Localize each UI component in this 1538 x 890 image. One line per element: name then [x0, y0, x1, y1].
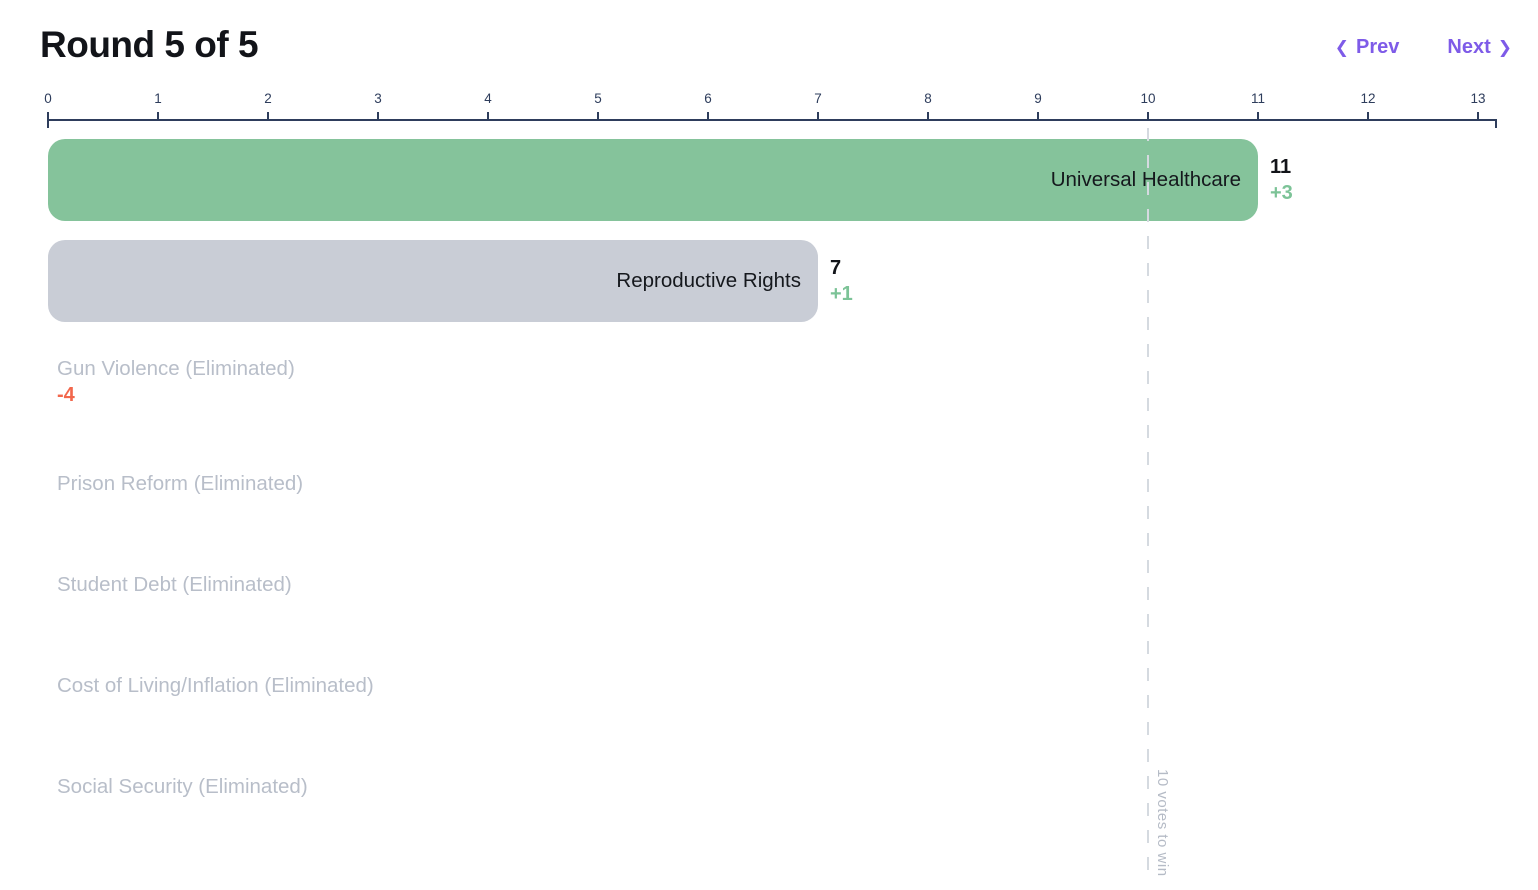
x-axis-tick-mark: [707, 112, 709, 119]
x-axis-tick-label: 13: [1470, 91, 1486, 106]
candidate-label: Universal Healthcare: [1050, 168, 1241, 191]
x-axis-tick-label: 0: [44, 91, 52, 106]
x-axis-tick-mark: [1257, 112, 1259, 119]
eliminated-row: Gun Violence (Eliminated) -4: [57, 341, 295, 423]
x-axis-tick-mark: [597, 112, 599, 119]
eliminated-row: Student Debt (Eliminated): [57, 543, 292, 625]
eliminated-candidate-label: Gun Violence (Eliminated): [57, 357, 295, 380]
result-bar: Universal Healthcare: [48, 139, 1258, 221]
next-label: Next: [1447, 36, 1491, 58]
eliminated-row: Cost of Living/Inflation (Eliminated): [57, 644, 374, 726]
x-axis-tick-label: 7: [814, 91, 822, 106]
eliminated-candidate-label: Student Debt (Eliminated): [57, 572, 292, 596]
x-axis-tick-label: 8: [924, 91, 932, 106]
x-axis-tick-mark: [1367, 112, 1369, 119]
x-axis-tick-label: 6: [704, 91, 712, 106]
x-axis-tick-label: 5: [594, 91, 602, 106]
vote-value-block: 7 +1: [830, 240, 853, 322]
x-axis-tick-label: 3: [374, 91, 382, 106]
x-axis-tick-mark: [1037, 112, 1039, 119]
x-axis-tick-mark: [157, 112, 159, 119]
eliminated-candidate-label: Social Security (Eliminated): [57, 774, 308, 798]
x-axis-tick-mark: [377, 112, 379, 119]
x-axis-tick-label: 9: [1034, 91, 1042, 106]
eliminated-row: Prison Reform (Eliminated): [57, 442, 303, 524]
x-axis-end-cap-right: [1495, 119, 1497, 128]
vote-count: 11: [1270, 156, 1292, 178]
x-axis-tick-mark: [267, 112, 269, 119]
result-bar: Reproductive Rights: [48, 240, 818, 322]
vote-delta: +1: [830, 283, 853, 305]
vote-delta: -4: [57, 384, 75, 406]
x-axis-line: [48, 119, 1497, 121]
eliminated-candidate-label: Prison Reform (Eliminated): [57, 471, 304, 495]
x-axis-tick-mark: [1147, 112, 1149, 119]
next-round-button[interactable]: Next ❯: [1447, 36, 1512, 59]
eliminated-row: Social Security (Eliminated): [57, 745, 308, 827]
votes-to-win-threshold-line: [1147, 128, 1149, 872]
chevron-right-icon: ❯: [1497, 37, 1512, 57]
x-axis-tick-mark: [487, 112, 489, 119]
round-navigation: ❮ Prev Next ❯: [1335, 36, 1512, 59]
votes-to-win-label: 10 votes to win: [1154, 769, 1171, 877]
chevron-left-icon: ❮: [1334, 37, 1350, 57]
page-title: Round 5 of 5: [40, 24, 259, 65]
candidate-label: Reproductive Rights: [616, 269, 801, 292]
x-axis-tick-label: 2: [264, 91, 272, 106]
prev-round-button[interactable]: ❮ Prev: [1335, 36, 1400, 59]
x-axis-tick-mark: [47, 112, 49, 119]
vote-delta: +3: [1270, 182, 1293, 204]
x-axis-tick-label: 10: [1140, 91, 1156, 106]
x-axis-tick-label: 4: [484, 91, 492, 106]
vote-count: 7: [830, 257, 842, 279]
x-axis-tick-mark: [927, 112, 929, 119]
x-axis-tick-mark: [817, 112, 819, 119]
x-axis-end-cap-left: [47, 119, 49, 128]
eliminated-candidate-label: Cost of Living/Inflation (Eliminated): [57, 673, 374, 697]
x-axis-tick-label: 11: [1250, 91, 1265, 106]
x-axis-tick-mark: [1477, 112, 1479, 119]
x-axis-tick-label: 1: [154, 91, 162, 106]
prev-label: Prev: [1356, 36, 1400, 58]
vote-value-block: 11 +3: [1270, 139, 1293, 221]
x-axis-tick-label: 12: [1360, 91, 1376, 106]
